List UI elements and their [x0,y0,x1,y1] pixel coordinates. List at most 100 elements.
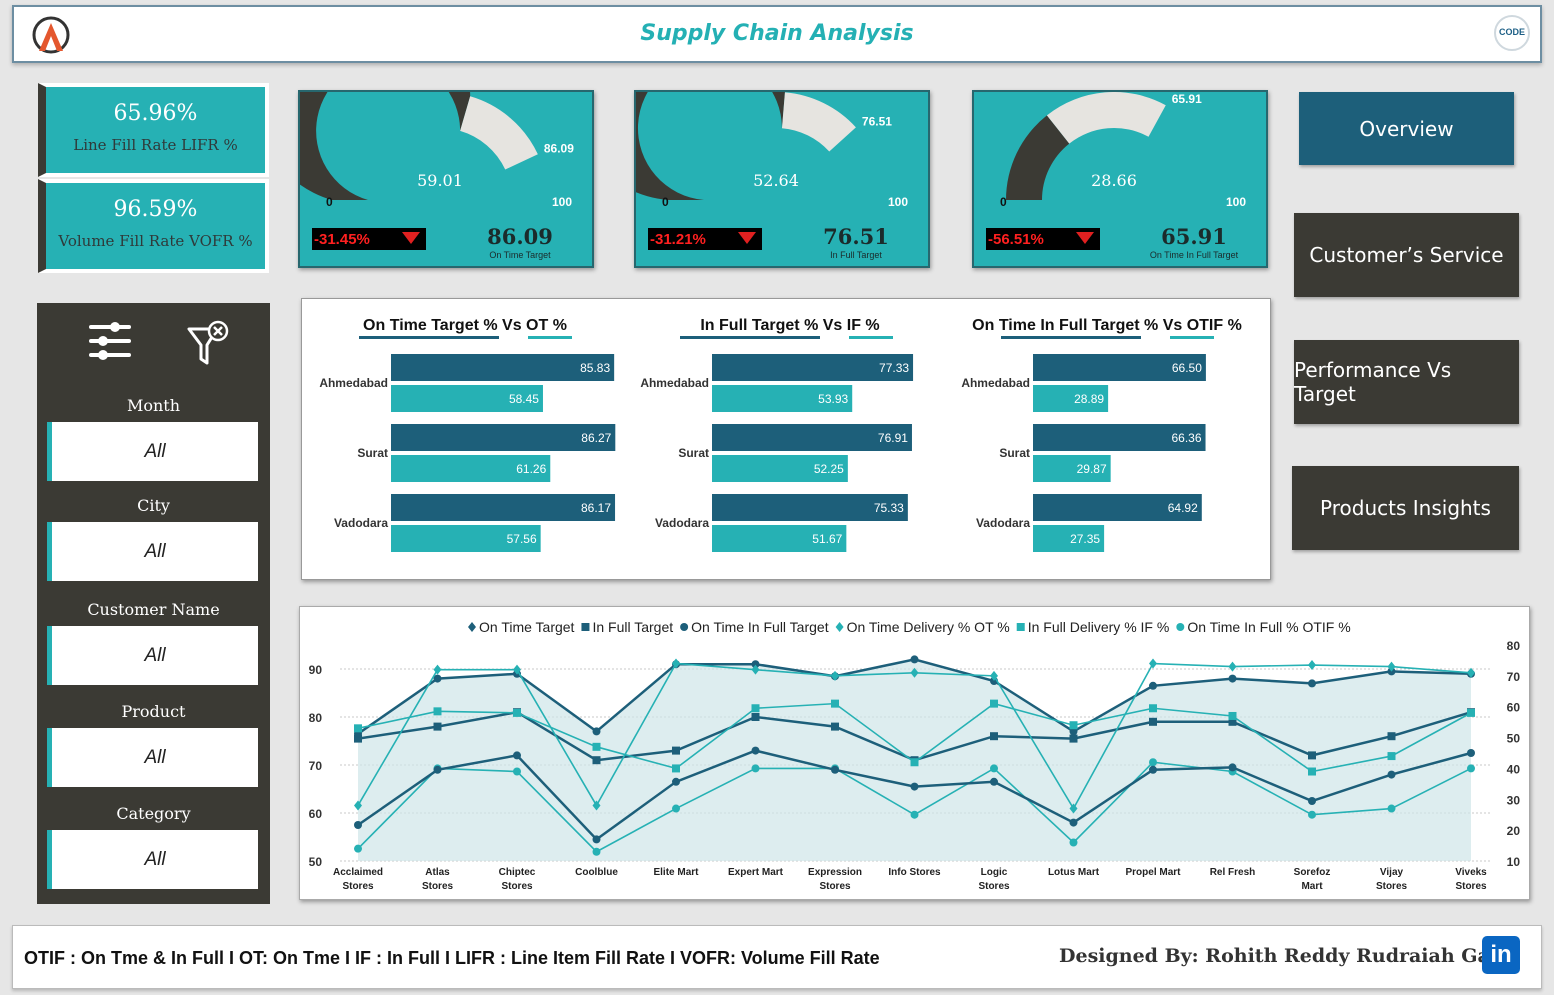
gauge-target-label: 86.09 [544,141,574,155]
data-point [1016,623,1025,631]
y-right-tick: 30 [1507,793,1521,807]
data-point [1467,708,1475,717]
data-point [910,758,919,767]
footer-bar: OTIF : On Tme & In Full I OT: On Tme I I… [12,925,1542,989]
bar-data-label: 61.26 [516,462,546,476]
x-tick-label: Coolblue [575,867,618,878]
y-right-tick: 20 [1507,824,1521,838]
legend-swatch-actual [528,336,572,339]
slicer-month-dropdown[interactable]: All [47,422,258,481]
legend-swatch-target [680,336,820,339]
gauge-card-if: 76.51 52.64 0 100 -31.21% 76.51 In Full Tar… [634,90,930,268]
target-label: On Time Target [489,250,551,260]
bar [391,385,543,412]
slicer-label-customer: Customer Name [87,600,220,619]
data-point [990,777,998,786]
bar-data-label: 53.93 [818,392,848,406]
slicer-customer-dropdown[interactable]: All [47,626,258,685]
bar-data-label: 66.50 [1172,361,1202,375]
x-tick-label: Expert Mart [728,867,784,878]
nav-performance-button[interactable]: Performance Vs Target [1294,340,1519,424]
data-point [1308,767,1316,776]
x-tick-label: Chiptec [499,867,536,878]
slicer-city-dropdown[interactable]: All [47,522,258,581]
line-chart-panel: 50 60 70 80 90 10 20 30 40 50 60 70 80 Acclaimed Store… [299,606,1530,900]
slicer-product-dropdown[interactable]: All [47,728,258,787]
designer-credit: Designed By: Rohith Reddy Rudraiah Gari [1059,945,1508,967]
kpi-label: Line Fill Rate LIFR % [73,136,238,154]
x-tick-label: Stores [1376,881,1408,892]
target-value: 86.09 [487,224,553,249]
legend-entry: In Full Target [592,619,673,635]
bar-data-label: 29.87 [1077,462,1107,476]
x-tick-label: Stores [422,881,454,892]
data-point [592,756,601,765]
data-point [1387,770,1396,779]
data-point [1149,717,1157,726]
clear-filter-icon[interactable] [187,319,231,372]
gauge-value-label: 52.64 [753,171,799,190]
data-point [1069,803,1078,814]
data-point [354,724,362,733]
data-point [672,746,680,755]
filter-panel: Month All City All Customer Name All Pro… [37,303,270,904]
data-point [831,722,839,731]
data-point [1069,734,1078,743]
data-point [1387,732,1396,741]
data-point [680,623,689,631]
brand-logo-icon [30,15,72,55]
data-point [1308,797,1316,805]
nav-customer-service-button[interactable]: Customer’s Service [1294,213,1519,297]
data-point [835,622,844,632]
y-right-tick: 80 [1507,639,1521,653]
data-point [1149,681,1157,690]
data-point [751,746,760,755]
data-point [1308,751,1316,760]
data-point [1387,804,1396,813]
slicer-category-dropdown[interactable]: All [47,830,258,889]
x-tick-label: Sorefoz [1294,867,1331,878]
data-point [990,670,998,681]
data-point [990,732,998,741]
target-value: 76.51 [823,224,889,249]
nav-overview-button[interactable]: Overview [1299,92,1514,165]
data-point [751,704,760,713]
data-point [1069,818,1078,827]
bar-data-label: 75.33 [874,501,904,515]
x-tick-label: Expression [808,867,862,878]
delta-badge: -56.51% [986,228,1100,250]
x-tick-label: Elite Mart [653,867,699,878]
gauge-target-label: 65.91 [1172,92,1202,106]
data-point [468,622,476,632]
down-arrow-icon [402,232,420,244]
data-point [1149,758,1157,767]
abbreviation-notes: OTIF : On Tme & In Full I OT: On Tme I I… [24,948,880,968]
target-label: On Time In Full Target [1149,250,1239,260]
bar [1033,424,1206,451]
y-left-tick: 80 [309,711,323,725]
sliders-icon[interactable] [89,321,133,366]
data-point [672,658,680,669]
linkedin-icon[interactable]: in [1482,936,1520,974]
data-point [513,708,521,717]
gauge-target-arc [781,92,856,152]
bar-charts: On Time Target % Vs OT % Ahmedabad 85.83 58… [319,317,1242,552]
bar-chart-title: On Time Target % Vs OT % [363,317,567,334]
nav-products-insights-button[interactable]: Products Insights [1292,466,1519,550]
down-arrow-icon [738,232,756,244]
header-bar: Supply Chain Analysis CODE [12,5,1542,63]
data-point [354,821,362,829]
data-point [1308,660,1316,671]
legend-entry: In Full Delivery % IF % [1028,619,1170,635]
gauge-min-label: 0 [1000,195,1007,209]
bar [712,525,847,552]
data-point [592,800,601,811]
bar-data-label: 85.83 [580,361,610,375]
slicer-label-month: Month [126,396,181,415]
bar [712,354,914,381]
data-point [581,623,590,631]
data-point [513,751,521,760]
bar-data-label: 57.56 [507,532,537,546]
data-point [592,727,601,736]
code-logo-text: CODE [1498,27,1525,37]
